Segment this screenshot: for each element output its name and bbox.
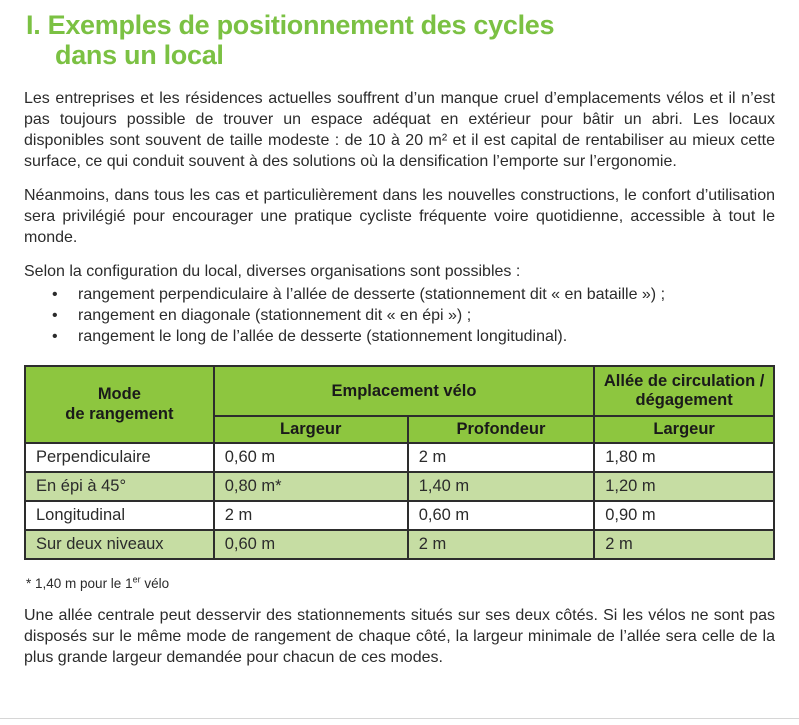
table-row-sur-deux-niveaux: Sur deux niveaux 0,60 m 2 m 2 m [24, 529, 775, 561]
table-row-perpendiculaire: Perpendiculaire 0,60 m 2 m 1,80 m [24, 442, 775, 474]
paragraph-comfort: Néanmoins, dans tous les cas et particul… [24, 187, 775, 247]
page-title-line1: I. Exemples de positionnement des cycles [26, 10, 555, 40]
header-emplacement-velo: Emplacement vélo [212, 365, 596, 418]
subheader-largeur: Largeur [212, 415, 409, 445]
header-mode: Mode de rangement [24, 365, 215, 445]
list-item-longitudinal: • rangement le long de l’allée de desser… [52, 326, 775, 347]
table-cell-largeur: 0,60 m [212, 442, 409, 474]
table-cell-profondeur: 2 m [406, 529, 596, 561]
bullet-icon: • [52, 307, 58, 325]
list-item-text: rangement le long de l’allée de desserte… [78, 328, 568, 346]
list-item-perpendiculaire: • rangement perpendiculaire à l’allée de… [52, 284, 775, 305]
header-allee-circulation: Allée de circulation / dégagement [593, 365, 775, 418]
table-cell-mode: Sur deux niveaux [24, 529, 215, 561]
table-row-en-epi: En épi à 45° 0,80 m* 1,40 m 1,20 m [24, 471, 775, 503]
table-cell-allee: 1,80 m [593, 442, 775, 474]
table-row-longitudinal: Longitudinal 2 m 0,60 m 0,90 m [24, 500, 775, 532]
subheader-profondeur: Profondeur [406, 415, 596, 445]
footnote-text: 1,40 m pour le 1 [31, 576, 133, 592]
table-cell-profondeur: 0,60 m [406, 500, 596, 532]
table-cell-largeur: 2 m [212, 500, 409, 532]
subheader-largeur-allee: Largeur [593, 415, 775, 445]
footnote-superscript: er [132, 574, 141, 585]
header-mode-line2: de rangement [65, 404, 174, 423]
paragraph-shortage: Les entreprises et les résidences actuel… [24, 90, 775, 171]
paragraph-organisation-intro: Selon la configuration du local, diverse… [24, 263, 521, 281]
footnote-text-end: vélo [140, 576, 170, 592]
list-item-text: rangement perpendiculaire à l’allée de d… [78, 286, 666, 304]
footnote-marker: * [26, 576, 32, 592]
paragraph-allee-centrale: Une allée centrale peut desservir des st… [24, 607, 775, 667]
table-cell-largeur: 0,80 m* [212, 471, 409, 503]
dimensions-table: Mode de rangement Emplacement vélo Allée… [24, 365, 775, 561]
table-cell-profondeur: 2 m [406, 442, 596, 474]
page-bottom-edge [0, 718, 799, 719]
table-footnote: * 1,40 m pour le 1er vélo [26, 574, 775, 592]
table-cell-largeur: 0,60 m [212, 529, 409, 561]
table-cell-allee: 1,20 m [593, 471, 775, 503]
list-item-diagonale: • rangement en diagonale (stationnement … [52, 305, 775, 326]
page-title-line2: dans un local [55, 40, 224, 71]
table-cell-profondeur: 1,40 m [406, 471, 596, 503]
table-cell-mode: Longitudinal [24, 500, 215, 532]
list-item-text: rangement en diagonale (stationnement di… [78, 307, 472, 325]
header-mode-line1: Mode [97, 385, 141, 404]
table-cell-allee: 0,90 m [593, 500, 775, 532]
table-cell-allee: 2 m [593, 529, 775, 561]
table-cell-mode: En épi à 45° [24, 471, 215, 503]
bullet-icon: • [52, 286, 58, 304]
page-title: I. Exemples de positionnement des cycles… [26, 10, 775, 70]
organisation-list: • rangement perpendiculaire à l’allée de… [24, 284, 775, 347]
table-cell-mode: Perpendiculaire [24, 442, 215, 474]
bullet-icon: • [52, 328, 58, 346]
